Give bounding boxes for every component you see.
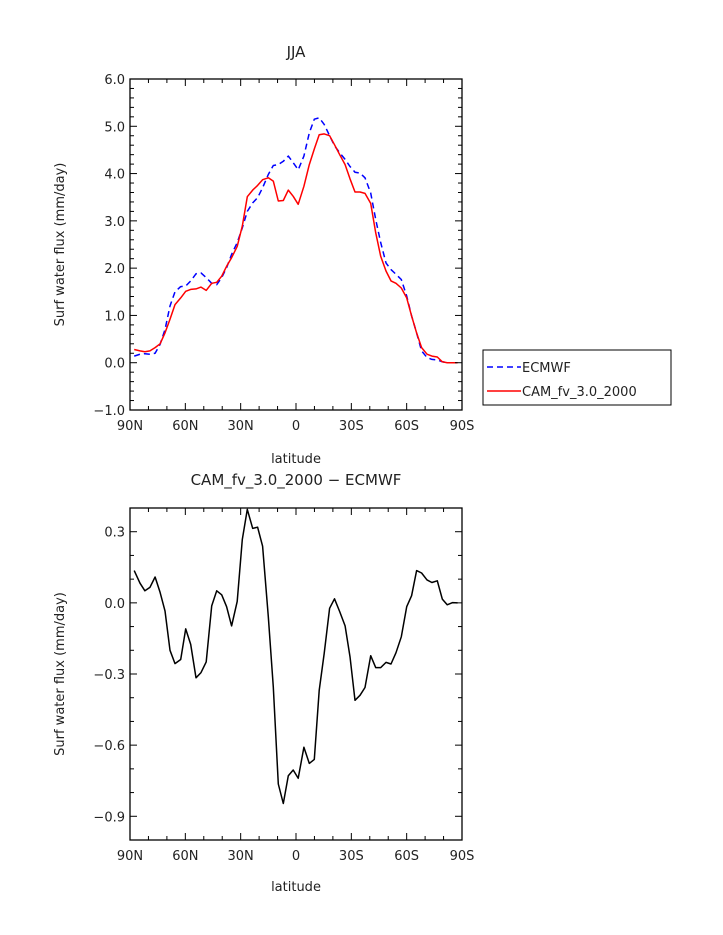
y-tick-label: 1.0 — [104, 309, 125, 324]
plot-frame — [129, 78, 463, 411]
x-tick-label: 30S — [339, 849, 364, 864]
y-tick-label: 2.0 — [104, 262, 125, 277]
series-line-cam-fv-3-0-2000-ecmwf — [133, 508, 458, 805]
x-axis-label: latitude — [271, 880, 321, 895]
x-tick-label: 60S — [394, 419, 419, 434]
series-line-cam-fv-3-0-2000 — [134, 133, 458, 364]
legend-label: CAM_fv_3.0_2000 — [522, 385, 637, 400]
y-tick-label: −0.9 — [93, 810, 125, 825]
x-tick-label: 90N — [117, 849, 143, 864]
x-tick-label: 0 — [292, 849, 300, 864]
chart-title: JJA — [286, 43, 307, 61]
x-tick-label: 30S — [339, 419, 364, 434]
x-tick-label: 90S — [450, 419, 475, 434]
y-tick-label: 3.0 — [104, 215, 125, 230]
y-axis-label: Surf water flux (mm/day) — [53, 592, 68, 756]
plot-frame — [129, 507, 463, 841]
x-tick-label: 60N — [172, 849, 198, 864]
legend-box — [482, 349, 672, 406]
x-tick-label: 30N — [228, 849, 254, 864]
y-tick-label: −0.6 — [93, 739, 125, 754]
x-axis-label: latitude — [271, 452, 321, 467]
y-tick-label: 5.0 — [104, 120, 125, 135]
top-panel: 90N 60N 30N 0 30S 60S 90S 6.0 5.0 4.0 3.0 2.0 1.0 0.0… — [53, 43, 672, 467]
y-tick-label: 0.3 — [104, 526, 125, 541]
x-tick-label: 90N — [117, 419, 143, 434]
y-tick-label: 0.0 — [104, 597, 125, 612]
y-tick-label: −1.0 — [93, 404, 125, 419]
y-tick-label: −0.3 — [93, 668, 125, 683]
legend: ECMWF CAM_fv_3.0_2000 — [482, 349, 672, 406]
legend-label: ECMWF — [522, 361, 571, 376]
series-line-ecmwf — [133, 117, 458, 364]
y-tick-label: 0.0 — [104, 357, 125, 372]
x-tick-label: 90S — [450, 849, 475, 864]
x-tick-label: 60S — [394, 849, 419, 864]
x-tick-label: 60N — [172, 419, 198, 434]
y-tick-label: 6.0 — [104, 73, 125, 88]
y-tick-label: 4.0 — [104, 168, 125, 183]
chart-title: CAM_fv_3.0_2000 − ECMWF — [191, 471, 402, 490]
bottom-panel: 90N 60N 30N 0 30S 60S 90S 0.3 0.0 −0.3 −0.6 −0.9 CAM… — [53, 471, 474, 895]
x-tick-label: 0 — [292, 419, 300, 434]
x-tick-label: 30N — [228, 419, 254, 434]
y-axis-label: Surf water flux (mm/day) — [53, 163, 68, 327]
